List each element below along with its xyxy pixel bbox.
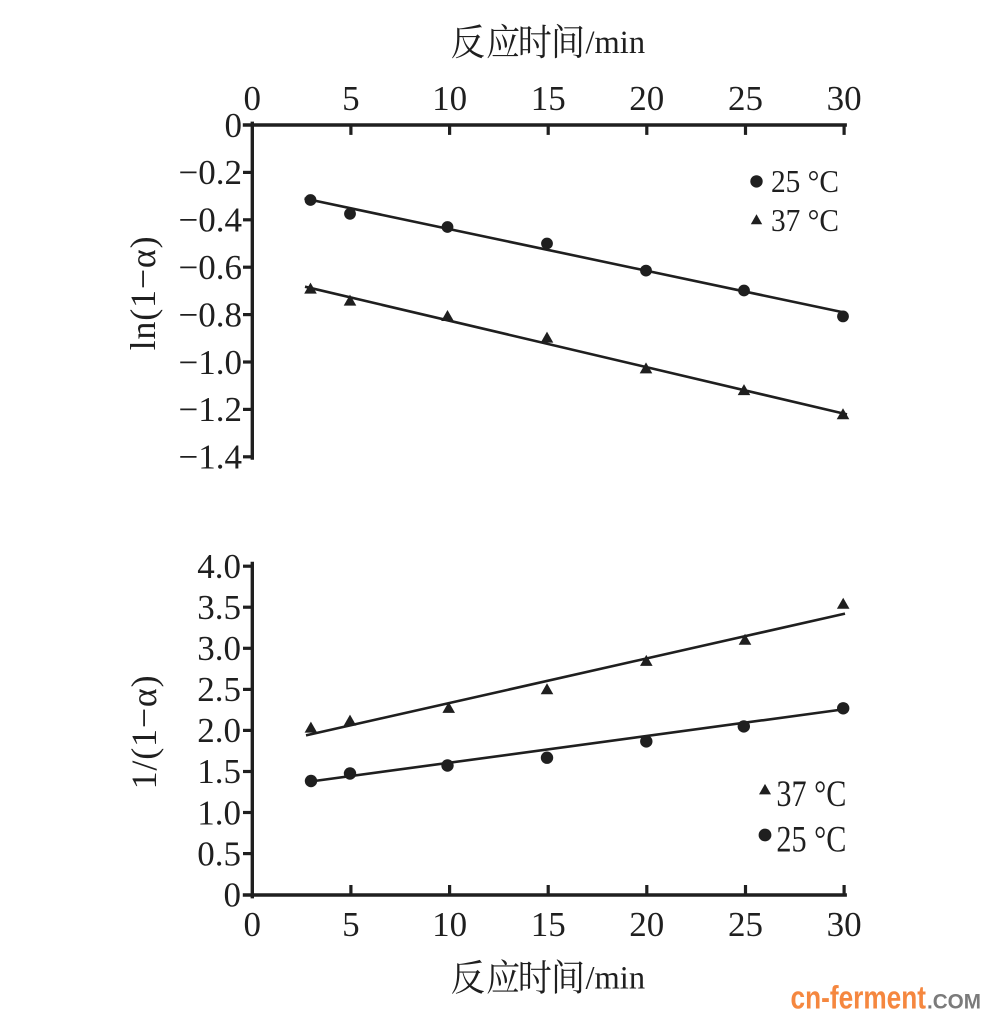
svg-text:0: 0 <box>225 106 243 145</box>
svg-text:−0.2: −0.2 <box>179 153 243 192</box>
svg-text:5: 5 <box>342 905 360 944</box>
svg-text:0.5: 0.5 <box>197 834 241 873</box>
svg-text:5: 5 <box>342 79 360 118</box>
svg-text:1.5: 1.5 <box>197 752 241 791</box>
svg-text:37 °C: 37 °C <box>776 773 846 814</box>
svg-text:1/(1−α): 1/(1−α) <box>124 675 164 790</box>
svg-text:25 °C: 25 °C <box>776 818 846 859</box>
svg-text:1.0: 1.0 <box>197 793 241 832</box>
svg-text:−1.2: −1.2 <box>179 390 243 429</box>
svg-text:0: 0 <box>244 905 262 944</box>
svg-text:25: 25 <box>728 79 763 118</box>
svg-text:15: 15 <box>531 79 566 118</box>
svg-text:2.5: 2.5 <box>197 670 241 709</box>
svg-text:cn-ferment: cn-ferment <box>791 980 927 1016</box>
svg-text:25: 25 <box>728 905 763 944</box>
svg-text:10: 10 <box>432 905 467 944</box>
svg-text:0: 0 <box>224 875 242 914</box>
svg-text:−0.8: −0.8 <box>179 295 243 334</box>
svg-text:4.0: 4.0 <box>197 547 241 586</box>
svg-text:2.0: 2.0 <box>197 711 241 750</box>
svg-text:−0.4: −0.4 <box>179 201 243 240</box>
svg-text:15: 15 <box>531 905 566 944</box>
svg-text:−0.6: −0.6 <box>179 248 243 287</box>
svg-text:−1.4: −1.4 <box>179 438 243 477</box>
svg-text:3.5: 3.5 <box>197 588 241 627</box>
svg-text:20: 20 <box>629 905 664 944</box>
svg-text:25 °C: 25 °C <box>771 163 839 199</box>
svg-text:10: 10 <box>432 79 467 118</box>
svg-text:.COM: .COM <box>927 990 981 1014</box>
svg-text:0: 0 <box>244 79 262 118</box>
svg-text:30: 30 <box>827 905 862 944</box>
svg-text:30: 30 <box>827 79 862 118</box>
svg-text:3.0: 3.0 <box>197 629 241 668</box>
svg-text:−1.0: −1.0 <box>179 343 243 382</box>
svg-text:ln(1−α): ln(1−α) <box>123 236 163 351</box>
svg-text:/min: /min <box>586 25 646 61</box>
svg-text:20: 20 <box>629 79 664 118</box>
svg-text:37 °C: 37 °C <box>771 202 839 238</box>
svg-text:/min: /min <box>586 961 646 997</box>
